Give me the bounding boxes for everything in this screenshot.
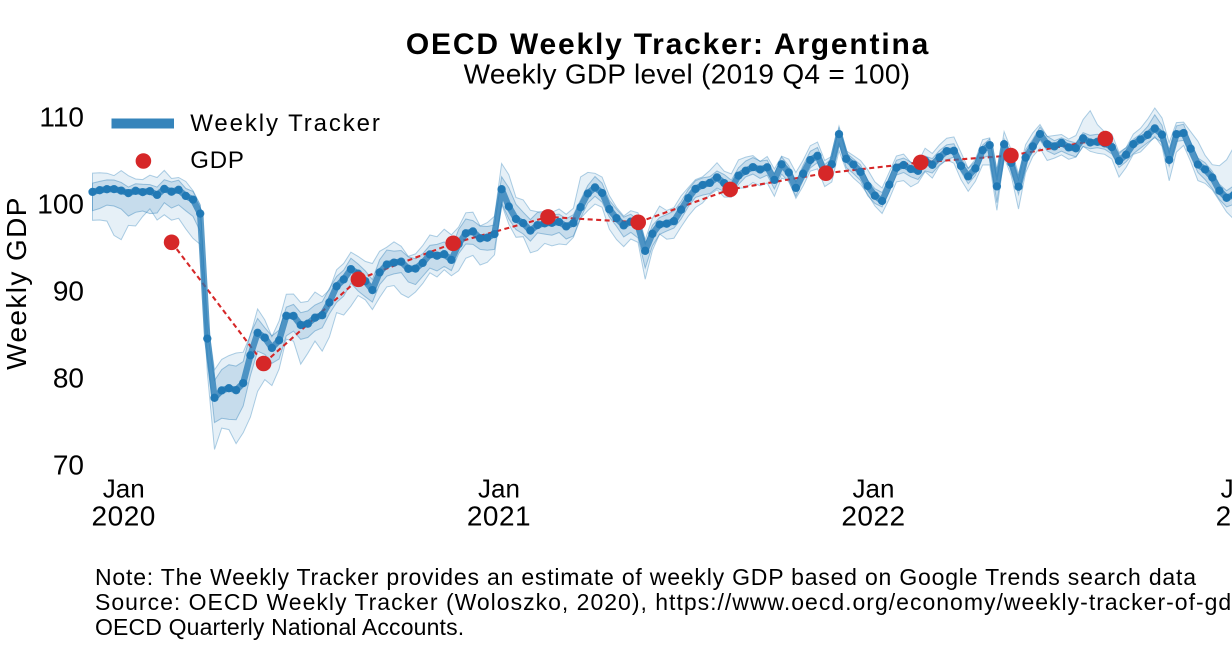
- svg-text:70: 70: [53, 450, 84, 481]
- svg-text:OECD Weekly Tracker: Argentina: OECD Weekly Tracker: Argentina: [406, 28, 930, 61]
- svg-text:Weekly GDP: Weekly GDP: [1, 196, 32, 370]
- svg-text:Weekly Tracker: Weekly Tracker: [190, 110, 382, 137]
- svg-text:Jan: Jan: [478, 474, 520, 504]
- svg-text:Weekly GDP level (2019 Q4 = 10: Weekly GDP level (2019 Q4 = 100): [464, 59, 911, 90]
- svg-text:2022: 2022: [841, 501, 905, 532]
- svg-text:Jan: Jan: [1221, 474, 1232, 504]
- svg-text:100: 100: [37, 189, 84, 220]
- svg-text:90: 90: [53, 276, 84, 307]
- svg-text:2021: 2021: [467, 501, 531, 532]
- svg-text:Source: OECD Weekly Tracker (W: Source: OECD Weekly Tracker (Woloszko, 2…: [95, 589, 1232, 615]
- svg-text:80: 80: [53, 363, 84, 394]
- svg-text:Jan: Jan: [853, 474, 895, 504]
- svg-text:2023: 2023: [1216, 501, 1232, 532]
- svg-text:Jan: Jan: [103, 474, 145, 504]
- svg-text:2020: 2020: [92, 501, 156, 532]
- svg-text:GDP: GDP: [190, 147, 244, 174]
- svg-text:OECD Quarterly National Accoun: OECD Quarterly National Accounts.: [95, 614, 464, 640]
- svg-text:Note: The Weekly Tracker provi: Note: The Weekly Tracker provides an est…: [95, 564, 1197, 590]
- svg-text:110: 110: [39, 101, 84, 132]
